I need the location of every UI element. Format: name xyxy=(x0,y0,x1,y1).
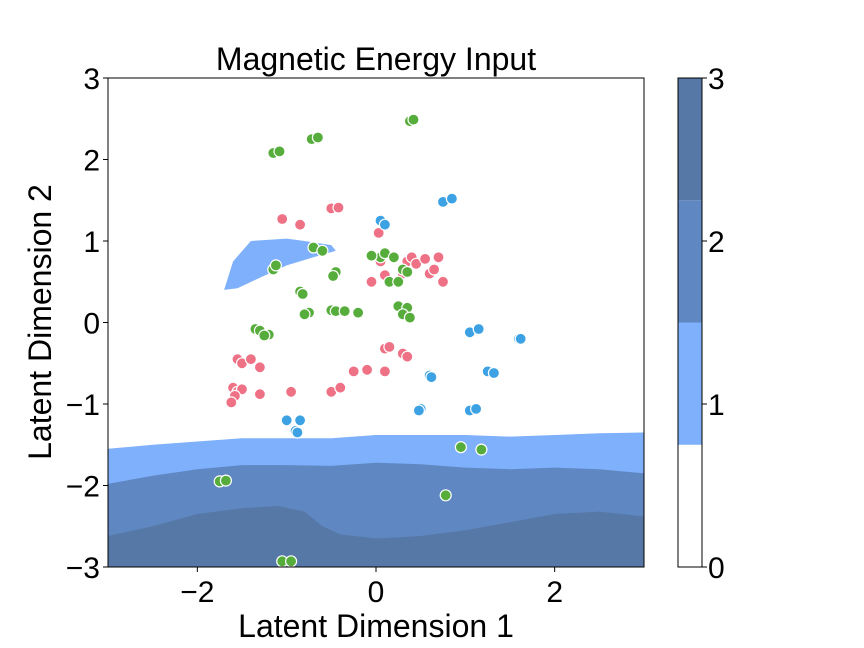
scatter-point-s1-30 xyxy=(401,265,414,279)
axis-ticks: −2 0 2 −3 −2 −1 0 1 2 3 xyxy=(66,63,563,609)
scatter-point-s1-37 xyxy=(475,443,488,456)
scatter-point-s1-15 xyxy=(298,308,311,321)
x-tick-label: 2 xyxy=(546,576,563,609)
scatter-point-s2-9 xyxy=(487,366,500,380)
scatter-point-s2-13 xyxy=(412,404,425,417)
scatter-point-s2-7 xyxy=(514,332,527,345)
scatter-point-s0-0 xyxy=(276,212,289,226)
scatter-point-s0-32 xyxy=(378,365,391,378)
scatter-point-s1-40 xyxy=(439,489,452,502)
scatter-point-s1-23 xyxy=(258,329,271,342)
scatter-point-s0-1 xyxy=(294,218,307,231)
y-tick-label: 2 xyxy=(83,145,100,178)
colorbar-band-1 xyxy=(678,322,702,445)
colorbar-tick-label: 0 xyxy=(708,552,725,585)
scatter-point-s0-13 xyxy=(428,263,441,276)
y-tick-label: 3 xyxy=(83,63,100,96)
scatter-point-s0-20 xyxy=(253,361,266,374)
scatter-point-s2-1 xyxy=(378,218,391,231)
scatter-point-s0-30 xyxy=(347,365,360,378)
scatter-point-s1-28 xyxy=(392,275,405,288)
colorbar-tick-label: 2 xyxy=(708,226,725,259)
scatter-point-s1-19 xyxy=(352,306,365,319)
scatter-point-s1-26 xyxy=(387,251,400,264)
scatter-point-s1-34 xyxy=(403,311,416,324)
scatter-point-s2-5 xyxy=(472,322,485,336)
scatter-point-s1-42 xyxy=(285,555,298,568)
scatter-point-s2-15 xyxy=(470,402,483,415)
scatter-point-s2-19 xyxy=(291,426,304,439)
scatter-point-s0-25 xyxy=(225,396,238,409)
colorbar-band-0 xyxy=(678,444,702,567)
scatter-point-s1-5 xyxy=(407,113,420,126)
x-axis-label: Latent Dimension 1 xyxy=(238,608,514,644)
scatter-point-s1-1 xyxy=(273,145,286,158)
scatter-point-s2-11 xyxy=(425,371,438,384)
scatter-point-s1-35 xyxy=(365,249,378,262)
y-tick-label: 1 xyxy=(83,226,100,259)
scatter-point-s0-19 xyxy=(244,353,257,366)
scatter-point-s0-4 xyxy=(372,226,385,239)
contour-region-level-3-3 xyxy=(108,505,644,567)
scatter-point-s0-31 xyxy=(361,363,374,376)
scatter-point-s0-34 xyxy=(383,340,396,353)
y-tick-label: −2 xyxy=(66,471,100,504)
colorbar-band-2 xyxy=(678,200,702,323)
scatter-point-s1-7 xyxy=(316,244,329,257)
y-tick-label: −3 xyxy=(66,552,100,585)
chart-title: Magnetic Energy Input xyxy=(216,41,536,77)
scatter-point-s0-26 xyxy=(253,388,266,401)
scatter-point-s1-13 xyxy=(296,287,309,301)
y-tick-label: −1 xyxy=(66,389,100,422)
scatter-point-s1-39 xyxy=(219,474,232,487)
scatter-point-s0-14 xyxy=(432,251,445,264)
scatter-points xyxy=(213,113,527,568)
scatter-point-s2-3 xyxy=(445,192,458,205)
scatter-point-s0-3 xyxy=(332,201,345,214)
colorbar-tick-label: 1 xyxy=(708,389,725,422)
y-tick-label: 0 xyxy=(83,308,100,341)
scatter-point-s0-6 xyxy=(365,275,378,288)
scatter-point-s0-29 xyxy=(334,381,347,394)
scatter-point-s1-18 xyxy=(338,305,351,318)
scatter-point-s2-17 xyxy=(294,414,307,427)
scatter-point-s1-11 xyxy=(327,269,340,283)
colorbar-frame xyxy=(677,77,703,568)
x-tick-label: 0 xyxy=(368,576,385,609)
contour-layer xyxy=(108,238,644,567)
colorbar: 0 1 2 3 xyxy=(677,63,725,585)
scatter-point-s0-36 xyxy=(401,350,414,363)
scatter-point-s1-3 xyxy=(311,131,324,144)
x-tick-label: −2 xyxy=(180,576,214,609)
scatter-point-s0-15 xyxy=(436,275,450,288)
y-axis-label: Latent Dimension 2 xyxy=(22,184,58,460)
scatter-point-s1-36 xyxy=(454,441,467,454)
scatter-point-s0-11 xyxy=(419,252,432,265)
colorbar-band-3 xyxy=(678,78,702,201)
colorbar-tick-label: 3 xyxy=(708,63,725,96)
scatter-point-s0-27 xyxy=(285,385,298,398)
scatter-point-s1-9 xyxy=(269,259,282,272)
scatter-point-s2-16 xyxy=(280,414,293,427)
